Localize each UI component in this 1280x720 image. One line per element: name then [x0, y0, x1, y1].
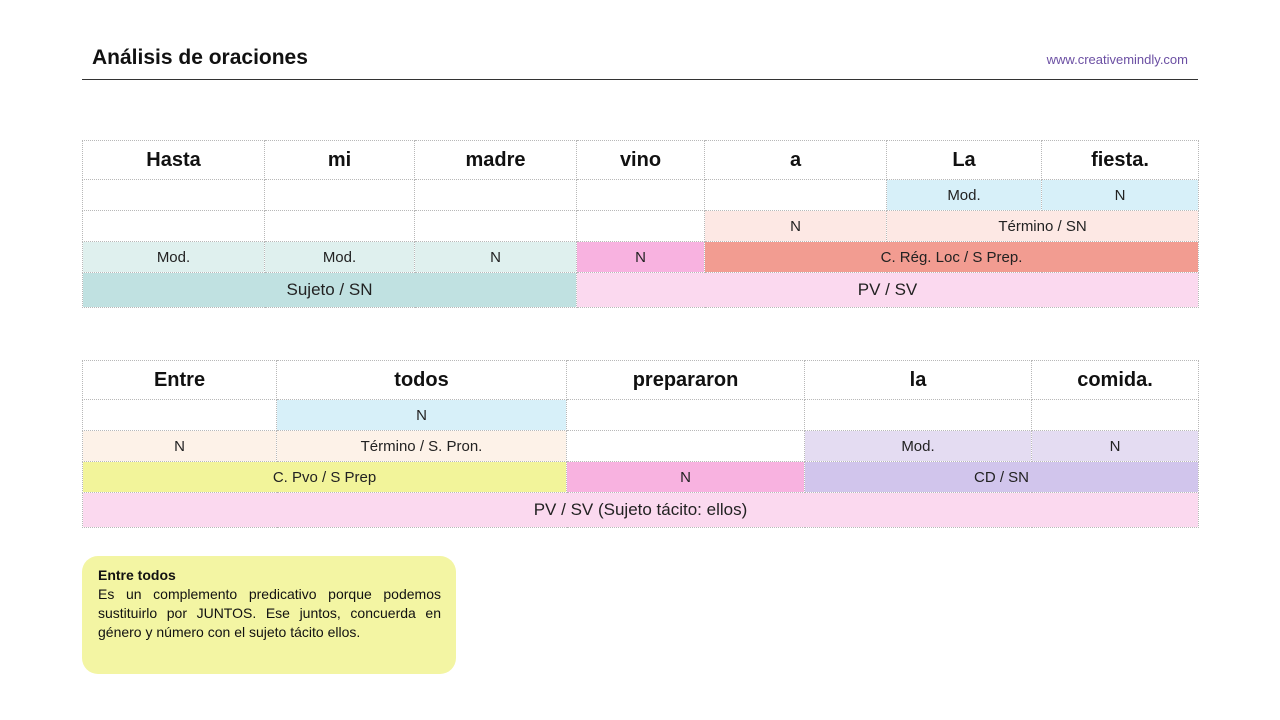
word-cell: la — [804, 360, 1032, 400]
page-title: Análisis de oraciones — [92, 46, 308, 69]
word-row: Entre todos prepararon la comida. — [82, 360, 1199, 400]
function-cell: Mod. — [886, 179, 1042, 211]
empty-cell — [82, 210, 265, 242]
subject-cell: Sujeto / SN — [82, 272, 577, 308]
word-cell: mi — [264, 140, 415, 180]
word-cell: La — [886, 140, 1042, 180]
function-cell: N — [704, 210, 887, 242]
empty-cell — [1031, 399, 1199, 431]
empty-cell — [704, 179, 887, 211]
sentence-2-analysis-table: Entre todos prepararon la comida. N N Té… — [82, 360, 1199, 528]
function-cell: N — [1041, 179, 1199, 211]
empty-cell — [576, 210, 705, 242]
function-cell: Mod. — [804, 430, 1032, 462]
analysis-row: C. Pvo / S Prep N CD / SN — [82, 461, 1199, 493]
empty-cell — [82, 399, 277, 431]
function-cell: N — [276, 399, 567, 431]
predicate-cell: PV / SV (Sujeto tácito: ellos) — [82, 492, 1199, 528]
function-cell: C. Pvo / S Prep — [82, 461, 567, 493]
analysis-row: Mod. N — [82, 179, 1199, 211]
function-cell: N — [414, 241, 577, 273]
sentence-1-analysis-table: Hasta mi madre vino a La fiesta. Mod. N … — [82, 140, 1199, 308]
explanation-note: Entre todos Es un complemento predicativ… — [82, 556, 456, 674]
predicate-cell: PV / SV — [576, 272, 1199, 308]
empty-cell — [566, 430, 805, 462]
empty-cell — [264, 179, 415, 211]
empty-cell — [82, 179, 265, 211]
word-cell: Entre — [82, 360, 277, 400]
empty-cell — [414, 210, 577, 242]
word-cell: a — [704, 140, 887, 180]
note-body: Es un complemento predicativo porque pod… — [98, 586, 441, 640]
word-cell: Hasta — [82, 140, 265, 180]
word-cell: todos — [276, 360, 567, 400]
function-cell: N — [1031, 430, 1199, 462]
empty-cell — [414, 179, 577, 211]
function-cell: Término / S. Pron. — [276, 430, 567, 462]
word-cell: vino — [576, 140, 705, 180]
function-cell: Mod. — [264, 241, 415, 273]
function-cell: N — [566, 461, 805, 493]
analysis-row: N — [82, 399, 1199, 431]
analysis-row: Mod. Mod. N N C. Rég. Loc / S Prep. — [82, 241, 1199, 273]
word-cell: madre — [414, 140, 577, 180]
word-cell: fiesta. — [1041, 140, 1199, 180]
analysis-row: Sujeto / SN PV / SV — [82, 272, 1199, 308]
analysis-row: N Término / S. Pron. Mod. N — [82, 430, 1199, 462]
note-title: Entre todos — [98, 567, 176, 583]
function-cell: C. Rég. Loc / S Prep. — [704, 241, 1199, 273]
word-cell: comida. — [1031, 360, 1199, 400]
function-cell: CD / SN — [804, 461, 1199, 493]
word-row: Hasta mi madre vino a La fiesta. — [82, 140, 1199, 180]
empty-cell — [576, 179, 705, 211]
analysis-row: N Término / SN — [82, 210, 1199, 242]
function-cell: N — [576, 241, 705, 273]
function-cell: Mod. — [82, 241, 265, 273]
website-link[interactable]: www.creativemindly.com — [1046, 52, 1188, 67]
word-cell: prepararon — [566, 360, 805, 400]
empty-cell — [804, 399, 1032, 431]
empty-cell — [264, 210, 415, 242]
function-cell: Término / SN — [886, 210, 1199, 242]
analysis-row: PV / SV (Sujeto tácito: ellos) — [82, 492, 1199, 528]
function-cell: N — [82, 430, 277, 462]
page-header: Análisis de oraciones www.creativemindly… — [82, 44, 1198, 80]
empty-cell — [566, 399, 805, 431]
